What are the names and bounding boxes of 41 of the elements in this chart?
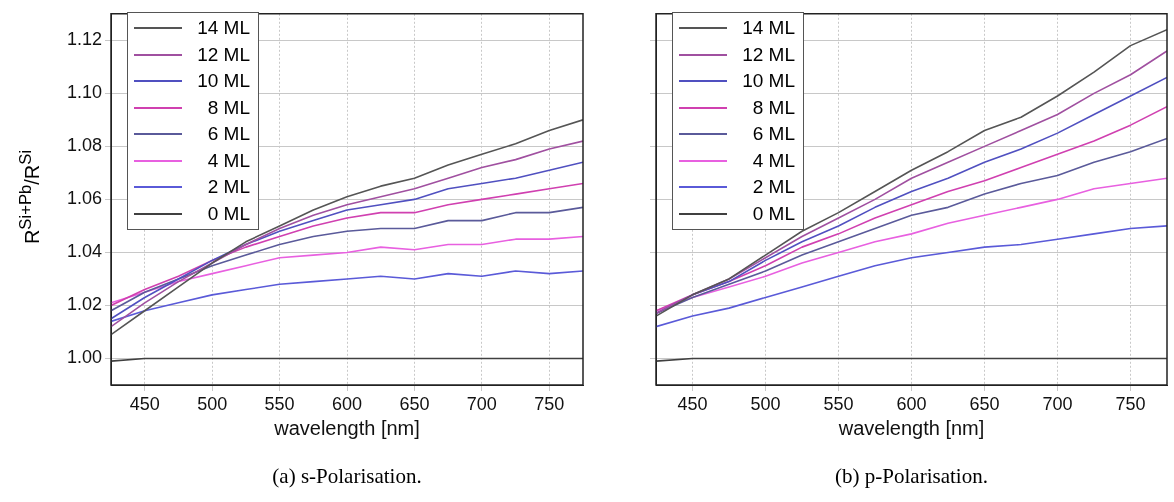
x-tick-label: 550 xyxy=(264,393,295,414)
x-tick-label: 650 xyxy=(969,393,1000,414)
legend-label: 4 ML xyxy=(751,149,795,172)
legend-label: 2 ML xyxy=(751,176,795,199)
legend-label: 14 ML xyxy=(196,17,250,40)
legend-label: 6 ML xyxy=(751,123,795,146)
y-tick-label: 1.10 xyxy=(66,82,102,103)
x-tick-label: 700 xyxy=(1042,393,1073,414)
x-tick-label: 700 xyxy=(466,393,497,414)
legend-label: 4 ML xyxy=(206,149,250,172)
legend-label: 8 ML xyxy=(751,96,795,119)
legend-label: 6 ML xyxy=(206,123,250,146)
x-tick-label: 600 xyxy=(896,393,927,414)
legend-label: 0 ML xyxy=(751,202,795,225)
x-axis-title: wavelength [nm] xyxy=(837,416,985,439)
legend-label: 14 ML xyxy=(741,17,795,40)
legend-label: 12 ML xyxy=(196,43,250,66)
y-tick-label: 1.04 xyxy=(66,241,102,262)
x-tick-label: 450 xyxy=(129,393,160,414)
x-axis-title: wavelength [nm] xyxy=(273,416,420,439)
x-tick-label: 450 xyxy=(677,393,708,414)
x-tick-label: 500 xyxy=(750,393,781,414)
x-tick-label: 650 xyxy=(399,393,430,414)
x-tick-label: 600 xyxy=(331,393,363,414)
y-tick-label: 1.02 xyxy=(66,294,102,315)
text: (a) s-Polarisation. xyxy=(272,464,422,489)
legend-label: 10 ML xyxy=(196,70,250,93)
x-tick-label: 750 xyxy=(534,393,565,414)
legend-label: 10 ML xyxy=(741,70,795,93)
y-tick-label: 1.12 xyxy=(66,29,102,50)
x-tick-label: 750 xyxy=(1115,393,1146,414)
x-tick-label: 550 xyxy=(823,393,854,414)
x-tick-label: 500 xyxy=(197,393,228,414)
legend-label: 8 ML xyxy=(206,96,250,119)
legend-label: 2 ML xyxy=(206,176,250,199)
legend-label: 0 ML xyxy=(206,202,250,225)
y-tick-label: 1.00 xyxy=(66,347,102,368)
text: (b) p-Polarisation. xyxy=(835,464,988,489)
legend-label: 12 ML xyxy=(741,43,795,66)
y-tick-label: 1.08 xyxy=(66,135,102,156)
y-tick-label: 1.06 xyxy=(66,188,102,209)
